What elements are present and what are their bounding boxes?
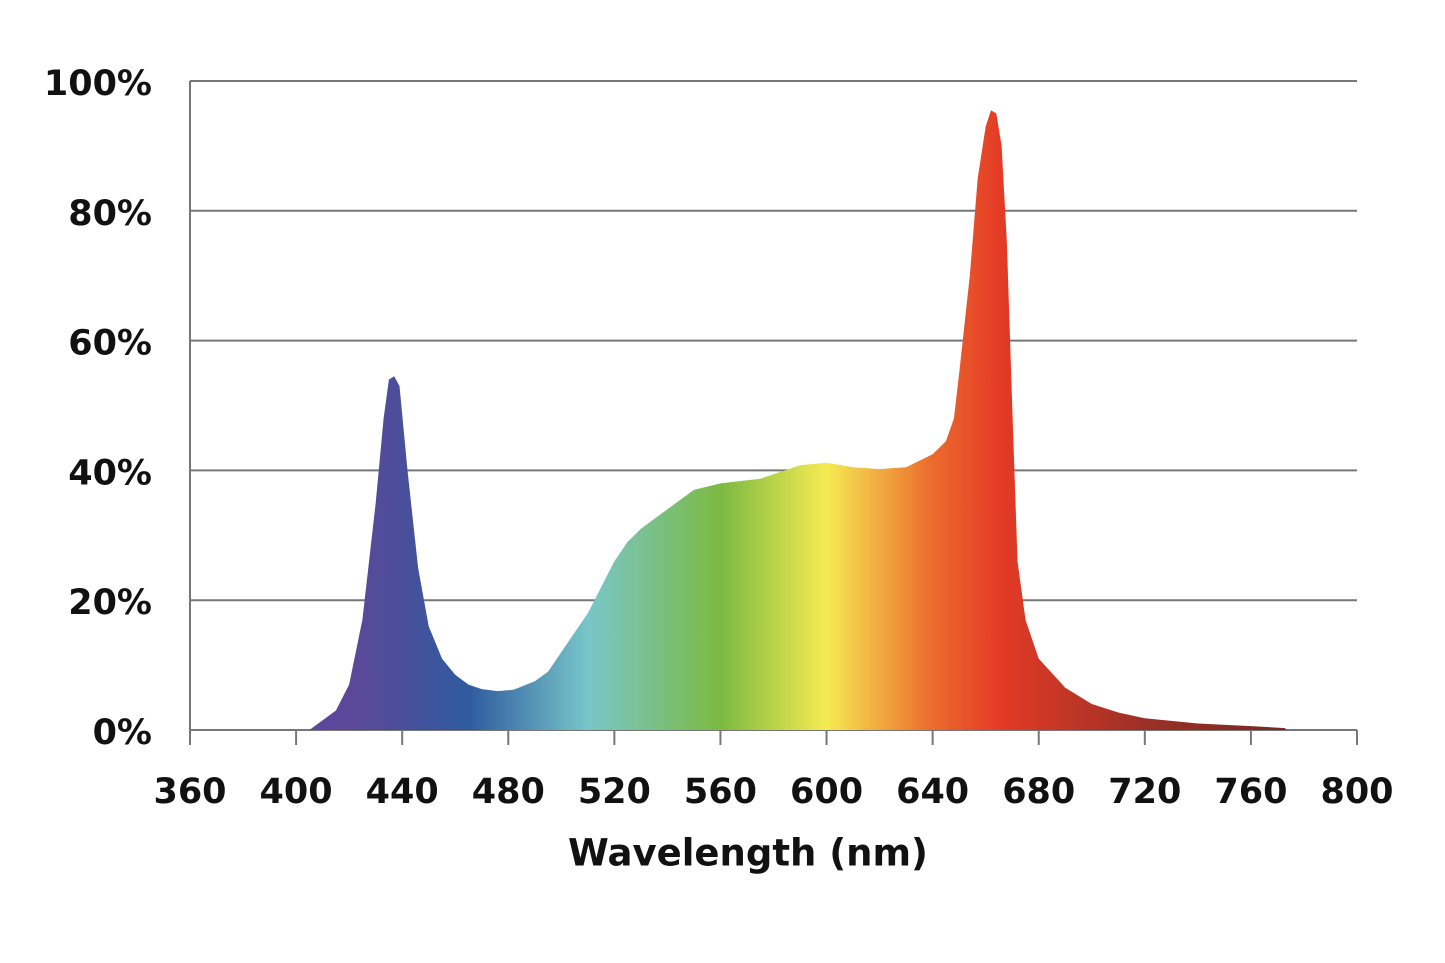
spectrum-area bbox=[309, 110, 1286, 730]
x-tick-label: 400 bbox=[260, 772, 333, 812]
x-tick-label: 520 bbox=[578, 772, 651, 812]
y-tick-label: 0% bbox=[93, 713, 152, 753]
y-tick-label: 60% bbox=[68, 324, 152, 364]
x-tick-label: 720 bbox=[1108, 772, 1181, 812]
x-tick-label: 640 bbox=[896, 772, 969, 812]
plot bbox=[309, 110, 1286, 730]
y-tick-label: 80% bbox=[68, 194, 152, 234]
x-tick-label: 440 bbox=[366, 772, 439, 812]
axes: 0% 20% 40% 60% 80% 100% 360 400 440 480 520 560 600 6… bbox=[44, 64, 1394, 812]
x-tick-label: 560 bbox=[684, 772, 757, 812]
x-tick-label: 600 bbox=[790, 772, 863, 812]
x-tick-label: 680 bbox=[1002, 772, 1075, 812]
x-axis-title: Wavelength (nm) bbox=[568, 832, 928, 875]
x-tick-label: 480 bbox=[472, 772, 545, 812]
y-tick-label: 20% bbox=[68, 583, 152, 623]
y-tick-label: 100% bbox=[44, 64, 152, 104]
x-tick-label: 360 bbox=[153, 772, 226, 812]
y-tick-label: 40% bbox=[68, 453, 152, 493]
x-tick-label: 760 bbox=[1214, 772, 1287, 812]
x-tick-label: 800 bbox=[1320, 772, 1393, 812]
